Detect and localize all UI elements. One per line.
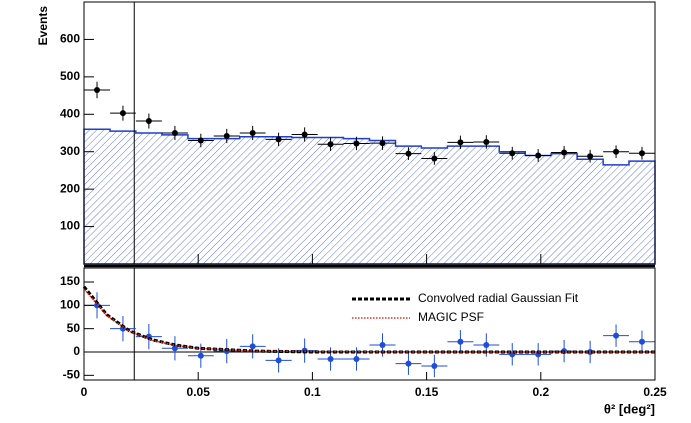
x-tick-label: 0.15 bbox=[415, 385, 439, 399]
data-point bbox=[638, 338, 645, 345]
data-point bbox=[197, 352, 204, 359]
data-point bbox=[223, 132, 230, 139]
data-point bbox=[379, 342, 386, 348]
y-tick-label: 100 bbox=[60, 219, 80, 233]
x-tick-label: 0 bbox=[81, 385, 88, 399]
fit-curve bbox=[83, 288, 655, 353]
data-point bbox=[171, 130, 178, 136]
data-point bbox=[275, 136, 282, 143]
y-tick-label: 50 bbox=[67, 321, 81, 335]
data-point bbox=[457, 139, 464, 146]
data-point bbox=[431, 363, 438, 369]
data-point bbox=[613, 148, 620, 155]
data-point bbox=[171, 345, 178, 352]
x-axis-label: θ² [deg²] bbox=[604, 401, 655, 416]
y-tick-label: 100 bbox=[60, 298, 80, 312]
y-tick-label: 150 bbox=[60, 274, 80, 288]
data-point bbox=[197, 137, 204, 144]
y-tick-label: 200 bbox=[60, 181, 80, 195]
data-point bbox=[535, 152, 542, 159]
data-point bbox=[94, 86, 101, 93]
data-point bbox=[379, 140, 386, 147]
x-tick-label: 0.05 bbox=[187, 385, 211, 399]
y-tick-label: 600 bbox=[60, 32, 80, 46]
frame bbox=[83, 1, 656, 265]
y-tick-label: 300 bbox=[60, 144, 80, 158]
data-point bbox=[638, 150, 645, 157]
y-tick-label: 0 bbox=[73, 344, 80, 358]
data-point bbox=[301, 131, 308, 138]
data-point bbox=[145, 118, 152, 125]
frame bbox=[83, 267, 656, 381]
fit-curve bbox=[82, 285, 655, 354]
data-point bbox=[327, 141, 334, 148]
x-tick-label: 0.2 bbox=[532, 385, 549, 399]
x-tick-label: 0.25 bbox=[643, 385, 667, 399]
y-tick-label: 400 bbox=[60, 106, 80, 120]
data-point bbox=[431, 155, 438, 162]
data-point bbox=[561, 149, 568, 156]
data-point bbox=[613, 332, 620, 339]
y-tick-label: -50 bbox=[63, 368, 81, 382]
data-point bbox=[405, 150, 412, 157]
data-point bbox=[457, 338, 464, 345]
y-tick-label: 500 bbox=[60, 69, 80, 83]
x-tick-label: 0.1 bbox=[304, 385, 321, 399]
data-point bbox=[509, 150, 516, 157]
data-point bbox=[249, 130, 256, 136]
data-point bbox=[249, 343, 256, 350]
data-point bbox=[483, 138, 490, 145]
data-point bbox=[405, 360, 412, 367]
data-point bbox=[119, 110, 126, 117]
y-axis-label: Events bbox=[36, 6, 50, 46]
legend-label: MAGIC PSF bbox=[418, 310, 484, 324]
data-point bbox=[327, 356, 334, 362]
data-point bbox=[353, 356, 360, 362]
legend-label: Convolved radial Gaussian Fit bbox=[418, 291, 579, 305]
data-point bbox=[587, 153, 594, 160]
background-histogram bbox=[83, 128, 656, 265]
data-point bbox=[353, 140, 360, 147]
data-point bbox=[275, 357, 282, 364]
data-point bbox=[483, 342, 490, 348]
